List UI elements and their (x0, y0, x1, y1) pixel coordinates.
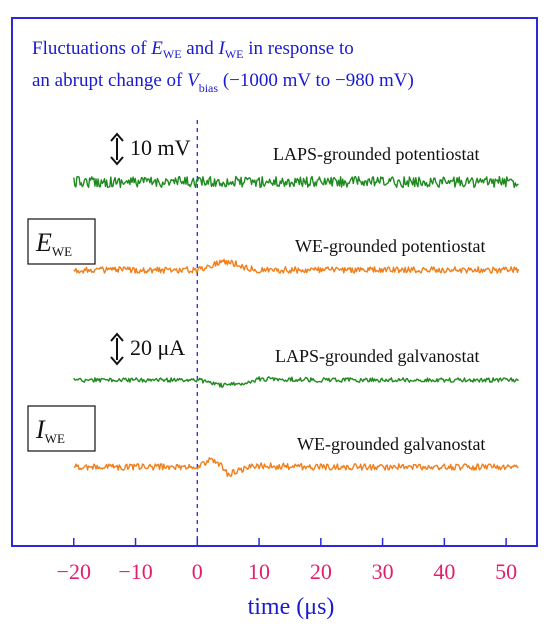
x-tick-label: 10 (248, 559, 270, 584)
group-label-ewe: EWE (27, 218, 96, 265)
scale-bar-voltage: 10 mV (110, 132, 191, 166)
scale-label-voltage: 10 mV (130, 135, 191, 160)
series-trace-laps-grounded-galvanostat (73, 376, 519, 388)
title-line-1: Fluctuations of EWE and IWE in response … (32, 38, 354, 61)
series-label-we-galvanostat: WE-grounded galvanostat (297, 434, 485, 454)
x-tick-label: −10 (118, 559, 152, 584)
series-label-laps-galvanostat: LAPS-grounded galvanostat (275, 346, 479, 366)
scale-label-current: 20 μA (130, 335, 185, 360)
series-label-laps-potentiostat: LAPS-grounded potentiostat (273, 144, 479, 164)
x-tick-label: 50 (495, 559, 517, 584)
x-tick-label: 0 (192, 559, 203, 584)
series-label-we-potentiostat: WE-grounded potentiostat (295, 236, 485, 256)
scale-bar-current: 20 μA (110, 332, 185, 366)
svg-text:IWE: IWE (35, 415, 65, 446)
x-axis-ticks: −20 −10 0 10 20 30 40 50 (57, 538, 517, 584)
group-label-iwe: IWE (27, 405, 96, 452)
title-line-2: an abrupt change of Vbias (−1000 mV to −… (32, 70, 414, 95)
series-trace-laps-grounded-potentiostat (73, 175, 519, 189)
series-trace-we-grounded-potentiostat (73, 258, 520, 274)
x-tick-label: 20 (310, 559, 332, 584)
svg-text:EWE: EWE (35, 228, 72, 259)
x-tick-label: 40 (433, 559, 455, 584)
x-tick-label: −20 (57, 559, 91, 584)
series-trace-we-grounded-galvanostat (73, 457, 519, 478)
plot-frame (11, 17, 538, 547)
x-tick-label: 30 (372, 559, 394, 584)
x-axis-label: time (μs) (248, 594, 335, 620)
traces-group (73, 175, 520, 478)
